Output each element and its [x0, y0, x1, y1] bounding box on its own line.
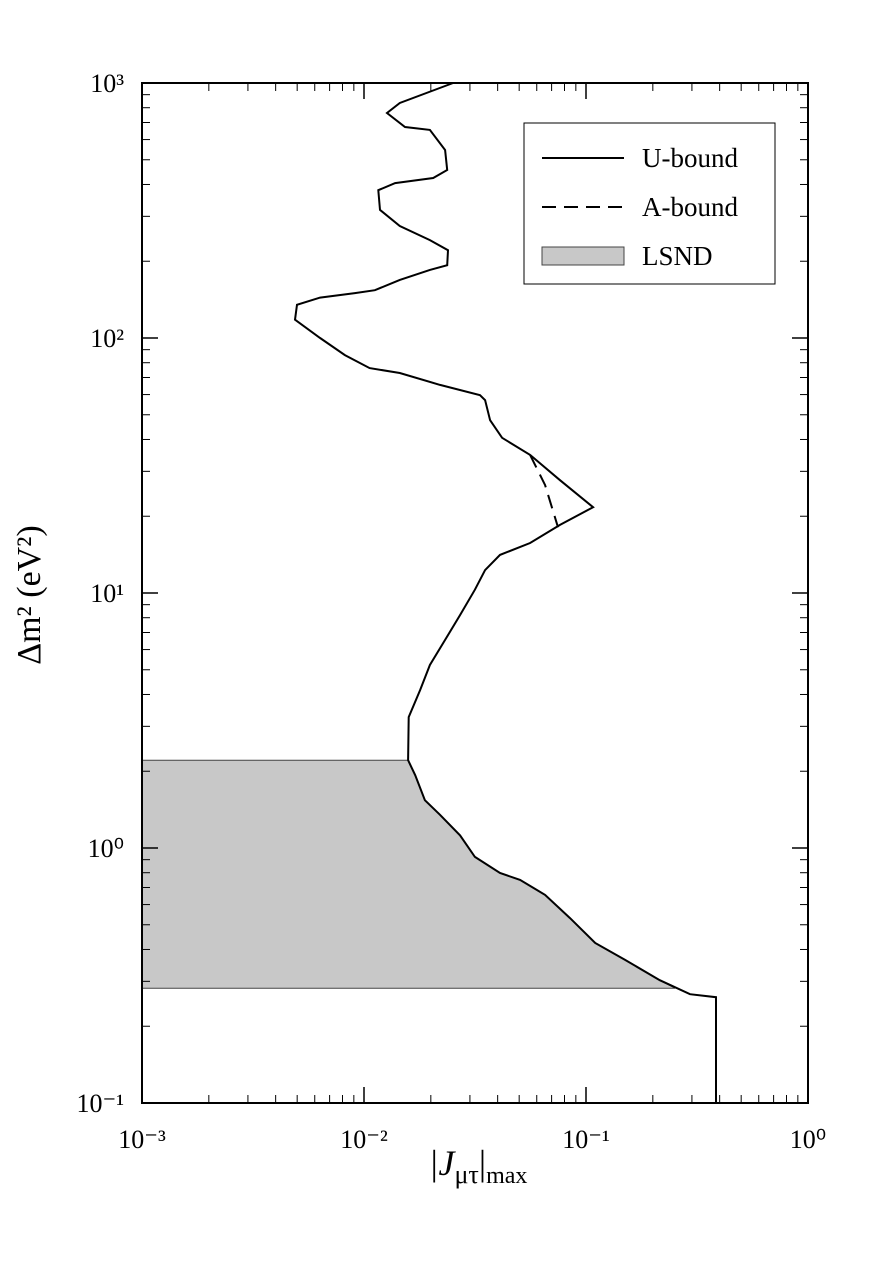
- x-tick-label: 10⁻¹: [562, 1125, 610, 1154]
- plot-area: [141, 82, 717, 1103]
- x-axis-label: |Jμτ|max: [429, 1143, 528, 1189]
- x-tick-label: 10⁻³: [118, 1125, 166, 1154]
- y-axis-label: Δm² (eV²): [11, 525, 48, 665]
- y-tick-label: 10³: [90, 69, 124, 98]
- y-tick-label: 10²: [90, 324, 124, 353]
- y-tick-label: 10⁻¹: [76, 1089, 124, 1118]
- legend-label: U-bound: [642, 143, 738, 173]
- bound-line: [529, 454, 559, 528]
- x-tick-label: 10⁻²: [340, 1125, 388, 1154]
- bound-line: [293, 82, 717, 1103]
- legend-label: LSND: [642, 241, 713, 271]
- x-label-part: max: [486, 1163, 527, 1189]
- legend-label: A-bound: [642, 192, 738, 222]
- x-tick-label: 10⁰: [790, 1125, 826, 1154]
- y-tick-label: 10¹: [90, 579, 124, 608]
- y-tick-label: 10⁰: [88, 834, 124, 863]
- x-label-part: |: [479, 1143, 486, 1183]
- legend: U-bound A-bound LSND: [523, 122, 776, 285]
- x-label-part: μτ: [454, 1160, 478, 1189]
- legend-swatch: [541, 246, 625, 266]
- x-label-part: |J: [429, 1143, 457, 1183]
- lsnd-region: [141, 759, 676, 989]
